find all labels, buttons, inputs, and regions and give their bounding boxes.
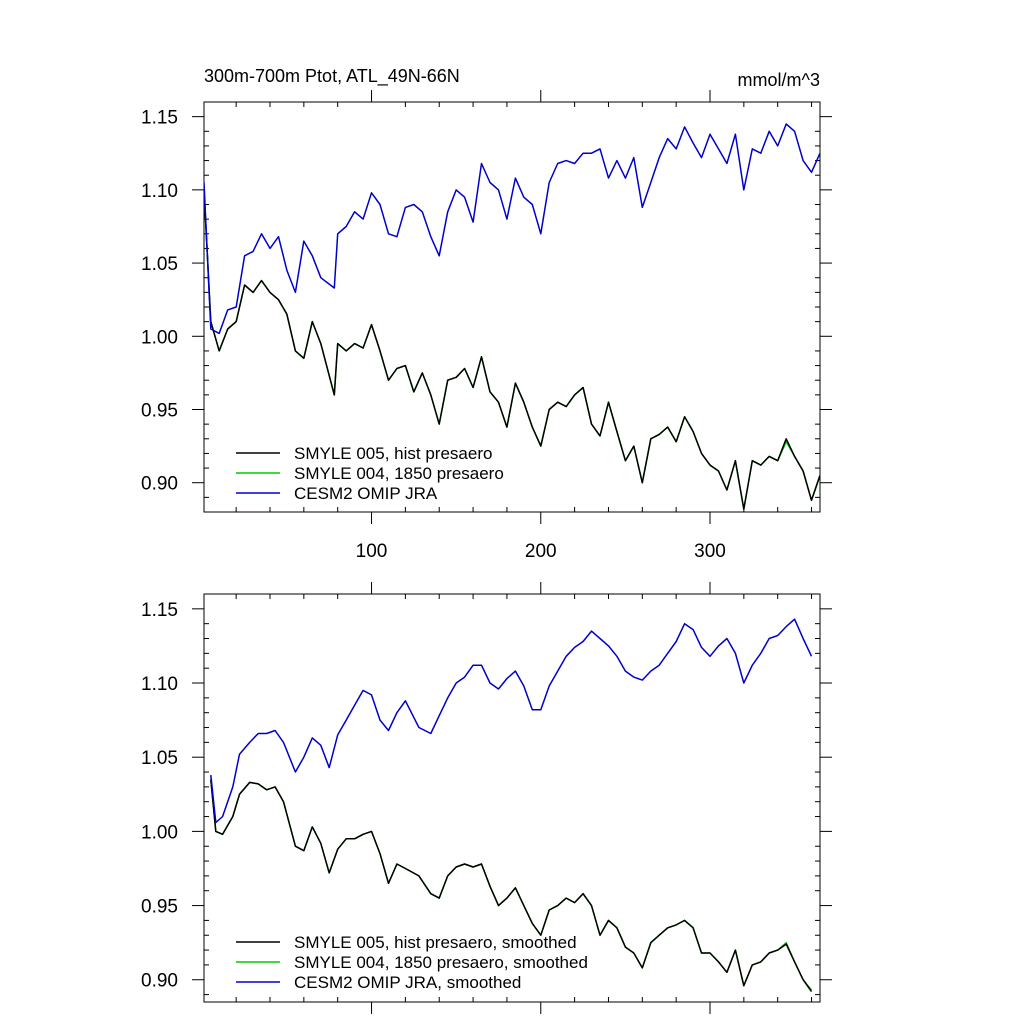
legend-label: CESM2 OMIP JRA — [294, 484, 438, 503]
x-tick-label: 100 — [356, 541, 388, 562]
y-tick-label: 1.05 — [141, 748, 178, 769]
plot-frame — [203, 593, 821, 1003]
chart-panel-raw: 100 200 300 0.90 0.95 1.00 1.05 1.10 1.15 300m-70… — [141, 66, 832, 562]
legend-label: SMYLE 004, 1850 presaero — [294, 464, 504, 483]
series-group — [204, 123, 820, 510]
y-tick-label: 0.95 — [141, 897, 178, 918]
y-tick-label: 1.10 — [141, 674, 178, 695]
y-tick-label: 0.95 — [141, 401, 178, 422]
y-tick-label: 1.00 — [141, 327, 178, 348]
y-tick-label: 1.00 — [141, 822, 178, 843]
legend-label: CESM2 OMIP JRA, smoothed — [294, 973, 521, 992]
y-tick-label: 1.10 — [141, 181, 178, 202]
x-tick-label: 200 — [525, 541, 557, 562]
y-tick-label: 1.05 — [141, 254, 178, 275]
series-line — [210, 779, 813, 993]
series-line — [204, 189, 820, 510]
series-group — [210, 618, 813, 993]
series-line — [210, 618, 813, 824]
chart-title: 300m-700m Ptot, ATL_49N-66N — [204, 66, 460, 87]
series-line — [204, 123, 820, 335]
legend-label: SMYLE 005, hist presaero — [294, 444, 492, 463]
chart-panel-smoothed: 0.90 0.95 1.00 1.05 1.10 1.15 SMYLE 005, hist … — [141, 582, 832, 1014]
x-tick-label: 300 — [694, 541, 726, 562]
y-tick-label: 0.90 — [141, 474, 178, 495]
legend-label: SMYLE 004, 1850 presaero, smoothed — [294, 953, 588, 972]
y-tick-label: 1.15 — [141, 108, 178, 129]
y-tick-label: 0.90 — [141, 971, 178, 992]
y-tick-label: 1.15 — [141, 600, 178, 621]
units-label: mmol/m^3 — [738, 70, 820, 90]
legend-label: SMYLE 005, hist presaero, smoothed — [294, 933, 577, 952]
